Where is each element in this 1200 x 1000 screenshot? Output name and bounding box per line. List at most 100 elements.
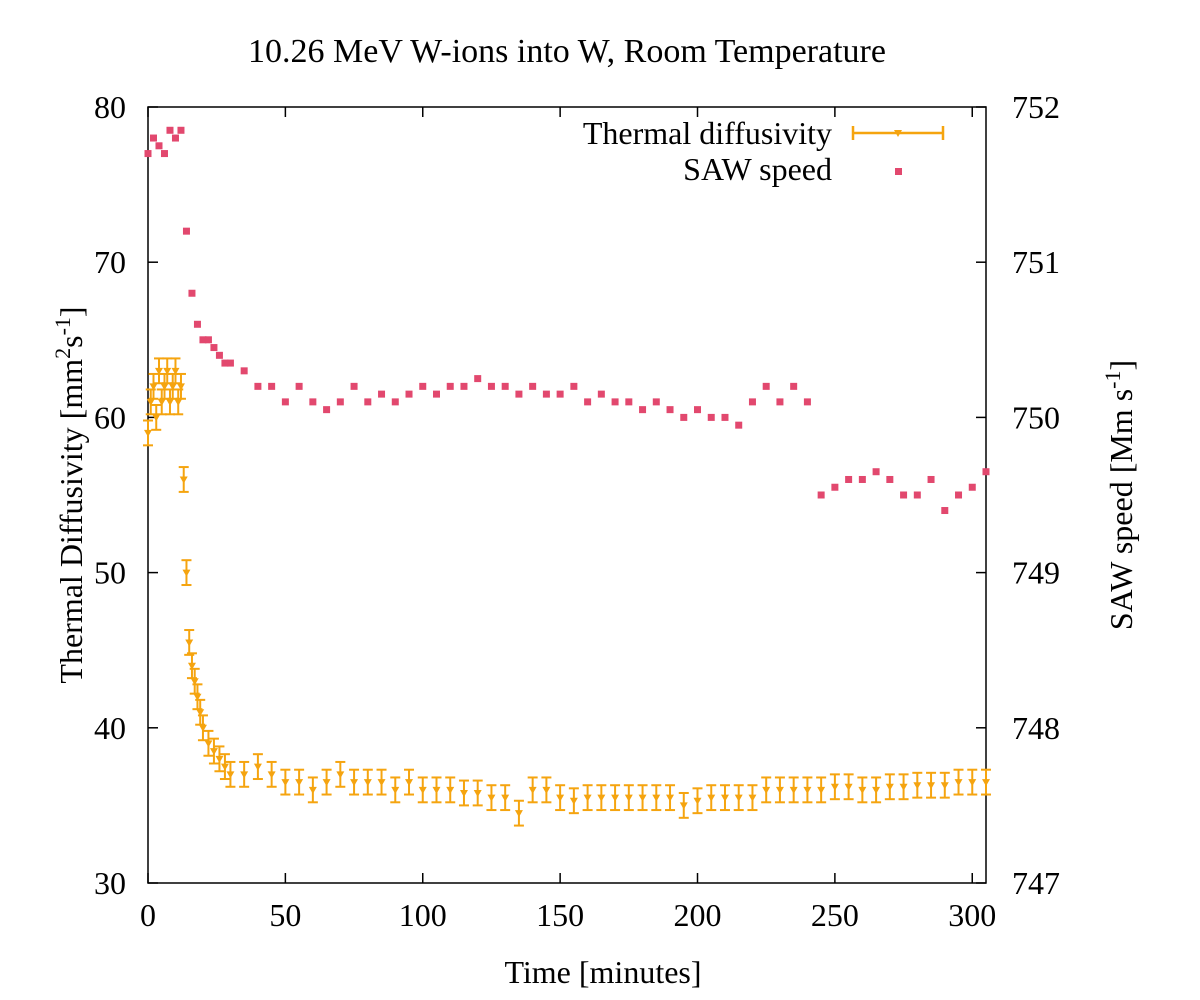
x-tick-label: 150	[536, 897, 584, 933]
saw-point	[515, 390, 523, 398]
saw-point	[171, 134, 179, 142]
x-tick-label: 200	[674, 897, 722, 933]
thermal-point	[527, 776, 538, 804]
saw-point	[611, 398, 619, 406]
left-y-tick-label: 30	[94, 865, 126, 901]
saw-point	[193, 320, 201, 328]
thermal-point	[568, 787, 579, 815]
thermal-point	[802, 776, 813, 804]
saw-point	[460, 382, 468, 390]
thermal-point	[816, 776, 827, 804]
legend-thermal-marker	[894, 130, 902, 137]
saw-point	[666, 406, 674, 414]
saw-point	[529, 382, 537, 390]
saw-point	[721, 413, 729, 421]
legend-label-saw: SAW speed	[683, 151, 832, 187]
right-y-tick-label: 749	[1012, 555, 1060, 591]
thermal-point	[637, 784, 648, 812]
thermal-point	[486, 784, 497, 812]
thermal-point	[404, 768, 415, 796]
saw-point	[221, 359, 229, 367]
thermal-point	[733, 784, 744, 812]
saw-point	[955, 491, 963, 499]
chart-title: 10.26 MeV W-ions into W, Room Temperatur…	[248, 33, 886, 70]
thermal-point	[706, 784, 717, 812]
x-axis-label: Time [minutes]	[504, 954, 701, 990]
right-y-tick-label: 751	[1012, 244, 1060, 280]
thermal-point	[692, 787, 703, 815]
thermal-point	[143, 419, 153, 447]
saw-point	[707, 413, 715, 421]
saw-point	[350, 382, 358, 390]
thermal-point	[953, 768, 964, 796]
series-thermal-diffusivity	[143, 357, 991, 827]
thermal-point	[307, 776, 318, 804]
thermal-point	[335, 760, 346, 788]
saw-point	[680, 413, 688, 421]
thermal-point	[178, 466, 189, 493]
right-y-axis-ticks: 747 748 749 750 751 752	[976, 89, 1060, 901]
left-y-label-mid: s	[53, 335, 89, 347]
saw-point	[336, 398, 344, 406]
thermal-point	[596, 784, 607, 812]
series-saw-speed	[144, 126, 990, 515]
saw-point	[199, 336, 207, 344]
plot-frame	[147, 106, 987, 884]
thermal-point	[181, 559, 192, 587]
thermal-point	[912, 771, 923, 799]
saw-point	[309, 398, 317, 406]
thermal-point	[362, 768, 373, 796]
thermal-point	[555, 784, 566, 812]
thermal-point	[203, 729, 214, 757]
legend-sample-saw	[895, 168, 902, 175]
saw-point	[281, 398, 289, 406]
legend-label-thermal: Thermal diffusivity	[583, 115, 832, 151]
saw-point	[858, 475, 866, 483]
saw-point	[694, 406, 702, 414]
saw-point	[364, 398, 372, 406]
thermal-point	[500, 784, 511, 812]
thermal-point	[208, 737, 219, 765]
thermal-point	[252, 753, 263, 781]
saw-point	[240, 367, 248, 375]
thermal-point	[513, 799, 524, 827]
left-y-axis-ticks: 30 40 50 60 70 80	[94, 89, 158, 901]
saw-point	[790, 382, 798, 390]
saw-point	[378, 390, 386, 398]
thermal-point	[239, 760, 250, 788]
saw-point	[556, 390, 564, 398]
thermal-point	[857, 776, 868, 804]
saw-point	[226, 359, 234, 367]
saw-point	[872, 468, 880, 476]
saw-point	[446, 382, 454, 390]
saw-point	[913, 491, 921, 499]
thermal-point	[926, 771, 937, 799]
thermal-point	[719, 784, 730, 812]
thermal-point	[280, 768, 291, 796]
saw-point	[817, 491, 825, 499]
saw-point	[900, 491, 908, 499]
right-y-tick-label: 748	[1012, 710, 1060, 746]
thermal-point	[898, 773, 909, 801]
thermal-point	[266, 760, 277, 788]
thermal-point	[665, 784, 676, 812]
thermal-point	[967, 768, 978, 796]
saw-point	[215, 351, 223, 359]
thermal-point	[197, 714, 208, 742]
left-y-label-main: Thermal Diffusivity [mm	[53, 359, 89, 684]
saw-point	[204, 336, 212, 344]
thermal-point	[458, 779, 469, 807]
thermal-point	[871, 776, 882, 804]
saw-point	[927, 475, 935, 483]
thermal-point	[541, 776, 552, 804]
saw-point	[160, 150, 168, 158]
x-tick-label: 0	[140, 897, 156, 933]
thermal-point	[151, 403, 162, 431]
left-y-label-end: ]	[53, 306, 89, 317]
saw-point	[625, 398, 633, 406]
thermal-point	[788, 776, 799, 804]
thermal-point	[582, 784, 593, 812]
right-y-label-main: SAW speed [Mm s	[1103, 389, 1139, 630]
thermal-point	[184, 629, 195, 656]
thermal-point	[981, 768, 991, 796]
